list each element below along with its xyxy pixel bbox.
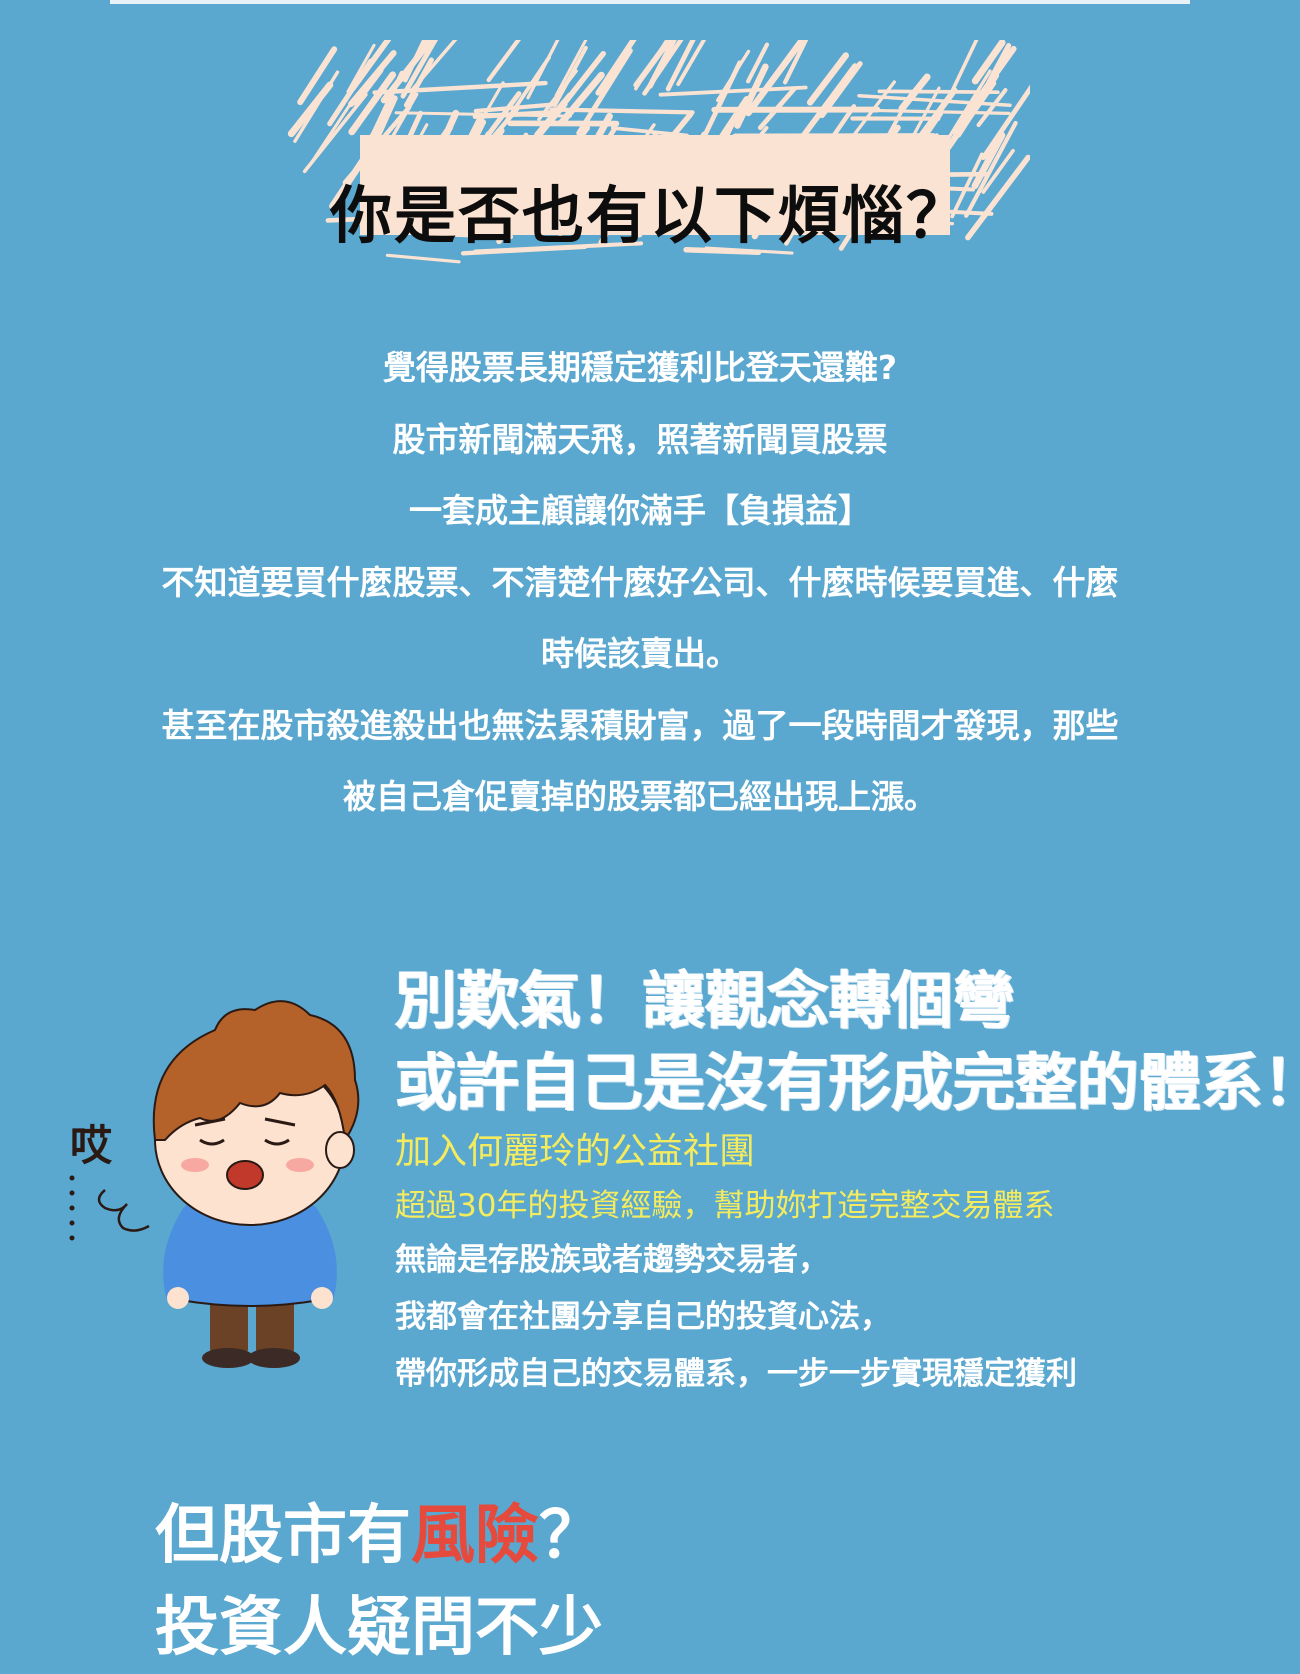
banner-title: 你是否也有以下煩惱？ [270,165,1030,255]
headline-line-1: 別歎氣！讓觀念轉個彎 [395,960,1300,1042]
headline-line-2: 或許自己是沒有形成完整的體系！ [395,1042,1300,1124]
intro-line: 甚至在股市殺進殺出也無法累積財富，過了一段時間才發現，那些 [140,706,1140,778]
intro-paragraph: 覺得股票長期穩定獲利比登天還難? 股市新聞滿天飛，照著新聞買股票 一套成主顧讓你… [140,348,1140,849]
body-line: 我都會在社團分享自己的投資心法， [395,1291,1077,1348]
intro-line: 股市新聞滿天飛，照著新聞買股票 [140,420,1140,492]
risk-text-before: 但股市有 [155,1498,411,1573]
sighing-boy-icon [60,990,380,1380]
title-banner: 你是否也有以下煩惱？ [270,40,1030,300]
intro-line: 覺得股票長期穩定獲利比登天還難? [140,348,1140,420]
body-paragraph: 無論是存股族或者趨勢交易者， 我都會在社團分享自己的投資心法， 帶你形成自己的交… [395,1234,1077,1405]
intro-line: 被自己倉促賣掉的股票都已經出現上漲。 [140,777,1140,849]
intro-line: 不知道要買什麼股票、不清楚什麼好公司、什麼時候要買進、什麼 [140,563,1140,635]
body-line: 帶你形成自己的交易體系，一步一步實現穩定獲利 [395,1348,1077,1405]
intro-line: 時候該賣出。 [140,634,1140,706]
headline-block: 別歎氣！讓觀念轉個彎 或許自己是沒有形成完整的體系！ [395,960,1300,1124]
risk-line-1: 但股市有風險？ [155,1490,603,1582]
top-divider [110,0,1190,4]
risk-heading: 但股市有風險？ 投資人疑問不少 [155,1490,603,1674]
risk-line-2: 投資人疑問不少 [155,1582,603,1674]
intro-line: 一套成主顧讓你滿手【負損益】 [140,491,1140,563]
risk-word: 風險 [411,1498,539,1573]
experience-text: 超過30年的投資經驗，幫助妳打造完整交易體系 [395,1180,1054,1225]
group-name-text: 加入何麗玲的公益社團 [395,1122,755,1174]
risk-question-mark: ？ [539,1498,603,1573]
body-line: 無論是存股族或者趨勢交易者， [395,1234,1077,1291]
